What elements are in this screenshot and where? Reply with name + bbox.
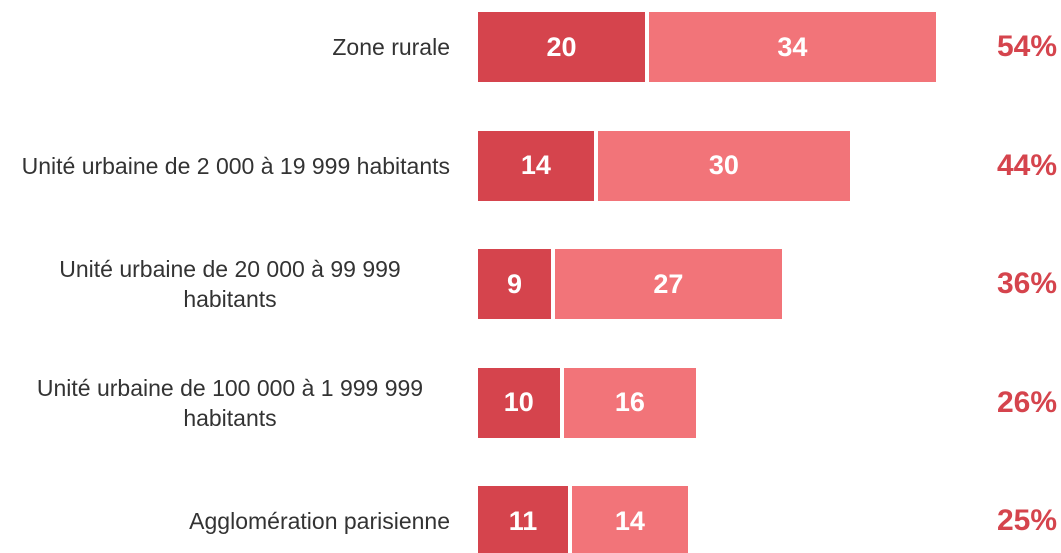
value-label: 34 [777,31,808,62]
bar-segment: 20 [478,12,645,82]
category-text: Agglomération parisienne [189,508,450,534]
total-label: 44% [996,148,1057,182]
bar-segment: 14 [572,486,688,553]
category-label: Zone rurale [332,12,450,82]
category-label: Unité urbaine de 2 000 à 19 999 habitant… [22,131,450,201]
value-label: 14 [520,150,551,180]
category-text: Zone rurale [332,34,450,60]
bar-segment: 30 [597,130,851,201]
category-label: Unité urbaine de 20 000 à 99 999 habitan… [10,249,450,319]
value-label: 16 [614,387,645,417]
bar-segment: 27 [554,249,782,319]
category-text: Unité urbaine de 20 000 à 99 999 habitan… [59,256,401,312]
category-label: Agglomération parisienne [189,486,450,553]
value-label: 30 [708,150,739,180]
category-label: Unité urbaine de 100 000 à 1 999 999 hab… [10,368,450,438]
value-label: 11 [508,505,538,536]
category-text: Unité urbaine de 100 000 à 1 999 999 hab… [36,374,424,431]
value-label: 27 [653,268,684,299]
value-label: 9 [506,268,522,299]
value-label: 10 [503,387,534,417]
bar-segment: 9 [478,249,551,319]
bar-segment: 16 [563,367,697,438]
category-text: Unité urbaine de 2 000 à 19 999 habitant… [21,152,450,179]
bar-segment: 34 [649,12,936,82]
total-label: 54% [996,30,1057,63]
bar-segment: 11 [478,486,569,553]
total-label: 26% [996,385,1057,419]
total-label: 25% [996,504,1057,537]
total-label: 36% [996,267,1057,300]
value-label: 14 [614,505,645,536]
value-label: 20 [546,31,577,62]
bar-segment: 14 [478,130,594,201]
bar-segment: 10 [478,367,560,438]
